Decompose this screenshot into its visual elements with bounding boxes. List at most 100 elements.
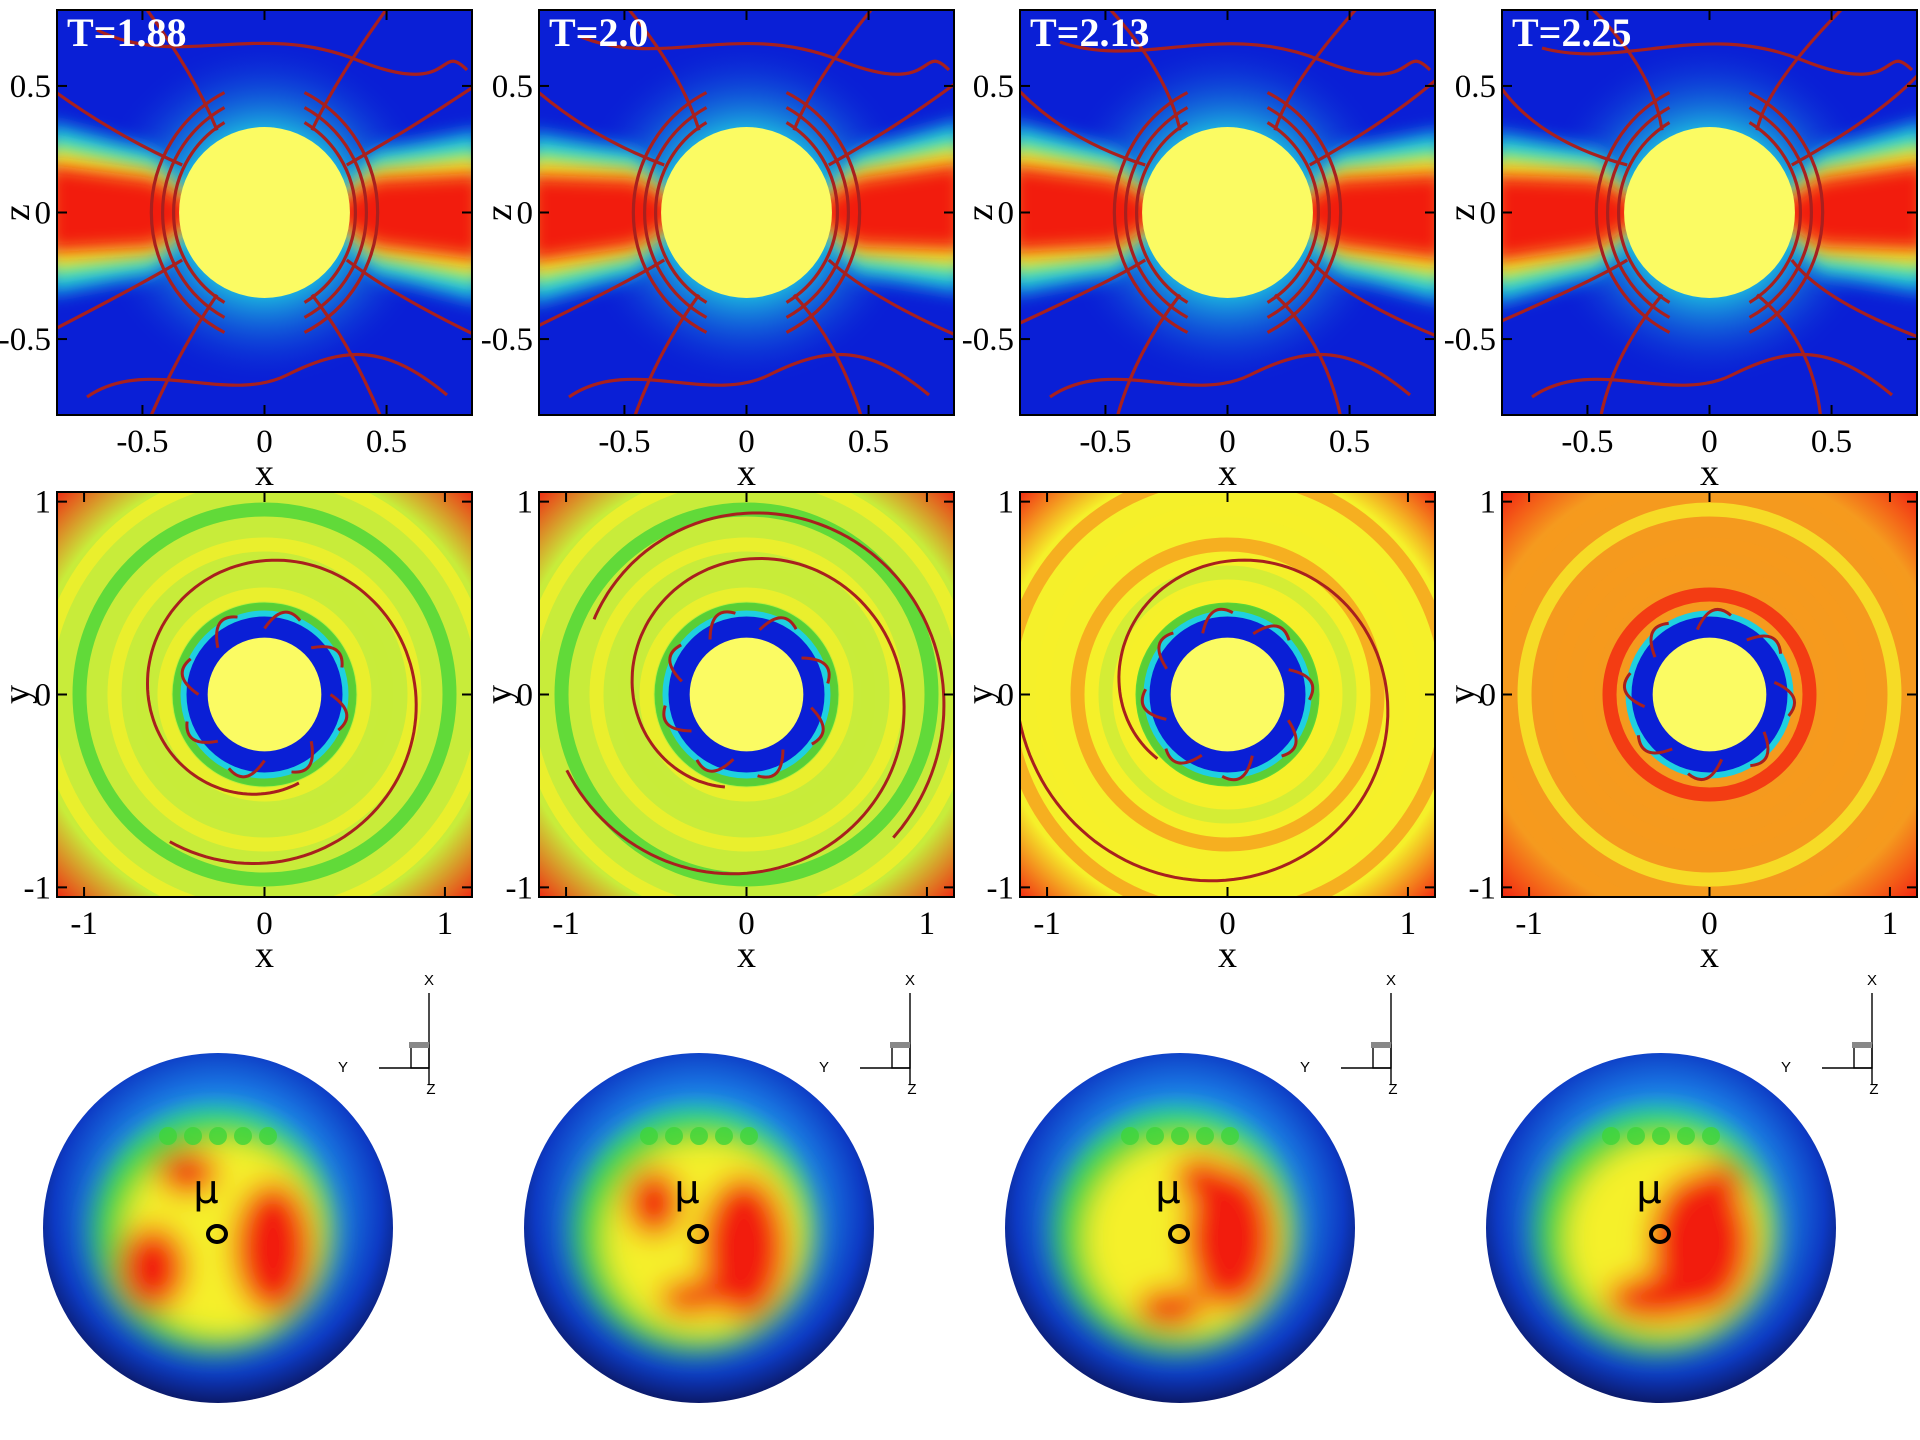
spiral-field-line bbox=[592, 511, 946, 839]
xy-panel-1: -1 0 1 1 0 -1 x y bbox=[0, 485, 473, 976]
density-ring bbox=[1070, 537, 1385, 852]
triad-x-label: X bbox=[905, 972, 915, 989]
distant-field-line bbox=[1059, 40, 1432, 76]
disk-core bbox=[1020, 165, 1435, 260]
y-tick-label: 1 bbox=[35, 485, 52, 521]
x-tick-label: -1 bbox=[70, 906, 98, 942]
distant-field-line bbox=[568, 352, 931, 399]
y-tick-label: 0.5 bbox=[1455, 69, 1496, 105]
y-tick-label: 0.5 bbox=[10, 69, 51, 105]
y-tick-label: 1 bbox=[998, 485, 1015, 521]
accretion-tongue bbox=[1221, 755, 1254, 782]
disk-core bbox=[1502, 163, 1917, 262]
accretion-bump bbox=[1677, 1127, 1695, 1145]
accretion-tongue bbox=[1746, 634, 1783, 654]
triad-y-label: Y bbox=[338, 1059, 348, 1076]
hot-spot bbox=[1699, 1162, 1743, 1214]
y-tick-label: -1 bbox=[506, 870, 534, 906]
accretion-bump bbox=[1171, 1127, 1189, 1145]
distant-field-line bbox=[86, 352, 449, 399]
surface-panel-2: μ bbox=[524, 1053, 874, 1403]
hot-spot bbox=[119, 1226, 187, 1310]
x-tick-label: -1 bbox=[552, 906, 580, 942]
density-ring bbox=[589, 537, 904, 852]
hot-spot bbox=[1184, 1166, 1276, 1310]
distant-field-line bbox=[96, 28, 469, 76]
density-ring bbox=[1120, 587, 1335, 802]
triad-box bbox=[1372, 1044, 1392, 1069]
y-tick-label: 0 bbox=[998, 678, 1015, 714]
accretion-tongue bbox=[329, 693, 349, 732]
xy-panel-3: -1 0 1 1 0 -1 x y bbox=[959, 485, 1436, 976]
disk-core bbox=[57, 165, 472, 260]
magnetic-pole-marker bbox=[687, 1224, 709, 1244]
x-axis-label: x bbox=[1218, 452, 1237, 494]
axis-triad bbox=[1822, 993, 1873, 1085]
closed-loop-right bbox=[785, 121, 840, 304]
field-lines bbox=[1020, 558, 1390, 883]
x-tick-label: 1 bbox=[437, 906, 454, 942]
accretion-tongue bbox=[1140, 688, 1167, 721]
open-field-line bbox=[539, 90, 665, 167]
closed-loop-left bbox=[1112, 91, 1189, 334]
spiral-field-line bbox=[1020, 558, 1390, 883]
open-field-line bbox=[1308, 78, 1435, 167]
magnetic-moment-label: μ bbox=[1636, 1167, 1661, 1213]
x-axis-label: x bbox=[255, 934, 274, 976]
y-tick-label: 0.5 bbox=[973, 69, 1014, 105]
density-ring bbox=[1552, 537, 1867, 852]
open-field-line bbox=[145, 10, 219, 131]
xz-panel-1: T=1.88 -0.5 0 0.5 0.5 0 -0.5 x z bbox=[0, 9, 473, 494]
density-ring bbox=[1098, 565, 1357, 824]
y-tick-label: -1 bbox=[24, 870, 52, 906]
open-field-line bbox=[1591, 10, 1664, 131]
y-tick-label: 0 bbox=[35, 196, 52, 232]
closed-loop-right bbox=[785, 106, 850, 319]
triad-bar bbox=[890, 1042, 910, 1048]
xz-panel-2: T=2.0 -0.5 0 0.5 0.5 0 -0.5 x z bbox=[478, 9, 955, 494]
x-axis-label: x bbox=[1700, 452, 1719, 494]
x-tick-label: 0 bbox=[1219, 424, 1236, 460]
hot-spot-group bbox=[1055, 1115, 1295, 1351]
surface-panel-1: μ bbox=[43, 1053, 393, 1403]
accretion-tongue bbox=[1649, 621, 1669, 658]
closed-loop-right bbox=[1748, 121, 1803, 304]
closed-loop-right bbox=[303, 106, 368, 319]
hot-spot-group bbox=[574, 1115, 814, 1351]
accretion-bump bbox=[1121, 1127, 1139, 1145]
x-tick-label: 1 bbox=[1882, 906, 1899, 942]
accretion-tongue bbox=[1201, 607, 1234, 634]
accretion-tongue bbox=[1636, 735, 1673, 755]
closed-loop-right bbox=[1748, 91, 1825, 334]
x-tick-label: 0 bbox=[256, 424, 273, 460]
x-tick-label: 0 bbox=[1701, 424, 1718, 460]
density-ring bbox=[617, 565, 876, 824]
field-lines bbox=[145, 558, 418, 866]
distant-field-line bbox=[1541, 42, 1914, 76]
x-tick-label: 0.5 bbox=[1329, 424, 1370, 460]
density-ring bbox=[72, 502, 457, 887]
triad-z-label: Z bbox=[907, 1081, 916, 1098]
hot-spot bbox=[233, 1182, 313, 1314]
accretion-tongue bbox=[1281, 719, 1298, 758]
triad-z-label: Z bbox=[1388, 1081, 1397, 1098]
x-tick-label: 0 bbox=[738, 906, 755, 942]
star-disc bbox=[661, 127, 832, 298]
disk-mid-layer bbox=[1020, 146, 1435, 279]
y-axis-label: z bbox=[478, 204, 520, 221]
time-label: T=2.25 bbox=[1512, 10, 1631, 55]
density-ring bbox=[1580, 565, 1839, 824]
x-axis-label: x bbox=[737, 452, 756, 494]
triad-box bbox=[1853, 1044, 1873, 1069]
disk-halo bbox=[1502, 123, 1917, 302]
x-tick-label: 0.5 bbox=[366, 424, 407, 460]
time-label: T=1.88 bbox=[67, 10, 186, 55]
y-tick-label: -0.5 bbox=[962, 322, 1014, 358]
closed-loop-left bbox=[1606, 106, 1671, 319]
accretion-tongue bbox=[668, 643, 683, 683]
accretion-bump bbox=[1702, 1127, 1720, 1145]
accretion-tongue bbox=[695, 758, 735, 773]
surface-panel-3: μ bbox=[1005, 1053, 1355, 1403]
open-field-line bbox=[345, 85, 472, 167]
